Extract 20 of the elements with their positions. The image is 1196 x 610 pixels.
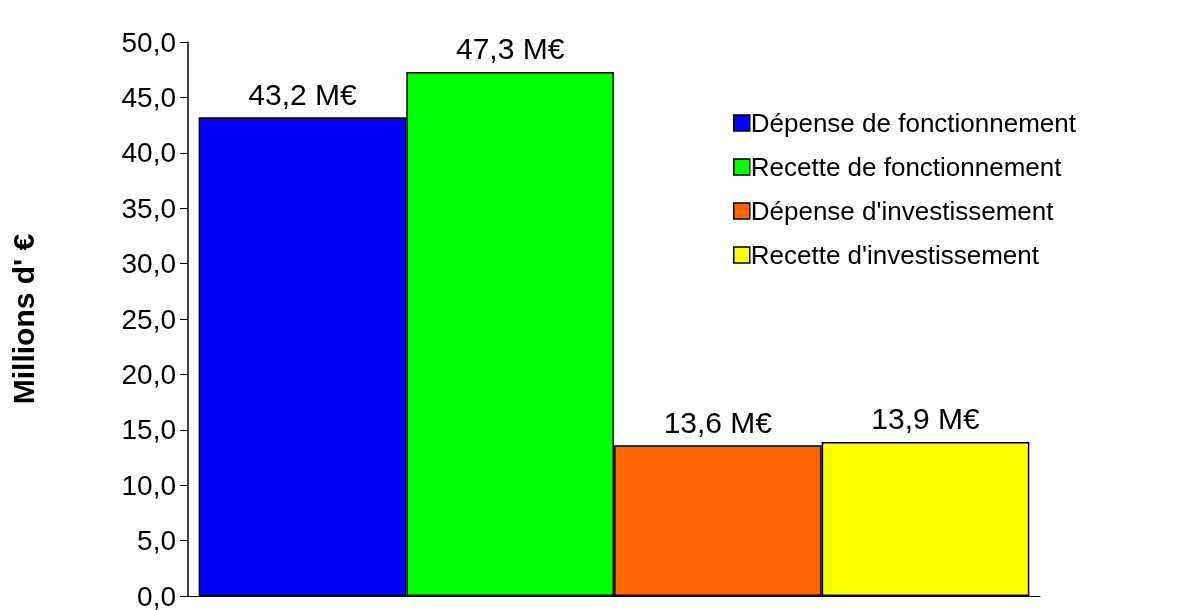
y-tick-label: 30,0 xyxy=(121,248,176,280)
legend-label: Recette de fonctionnement xyxy=(750,152,1063,182)
y-tick-label: 45,0 xyxy=(121,81,176,113)
y-tick-label: 35,0 xyxy=(121,192,176,224)
data-label: 13,6 M€ xyxy=(663,405,773,439)
y-tick-label: 40,0 xyxy=(121,137,176,169)
y-tick-label: 15,0 xyxy=(121,414,176,446)
data-label: 47,3 M€ xyxy=(455,32,565,66)
y-tick-label: 20,0 xyxy=(121,358,176,390)
y-tick-label: 5,0 xyxy=(137,525,176,557)
data-label: 13,9 M€ xyxy=(871,402,981,436)
y-tick-label: 50,0 xyxy=(121,26,176,58)
legend-label: Recette d'investissement xyxy=(750,240,1040,270)
y-tick-label: 10,0 xyxy=(121,469,176,501)
legend-label: Dépense de fonctionnement xyxy=(750,108,1077,138)
y-axis-title: Millions d' € xyxy=(6,233,40,405)
y-tick-label: 0,0 xyxy=(137,580,176,610)
y-tick-label: 25,0 xyxy=(121,303,176,335)
data-label: 43,2 M€ xyxy=(248,77,357,111)
legend-label: Dépense d'investissement xyxy=(750,196,1055,226)
